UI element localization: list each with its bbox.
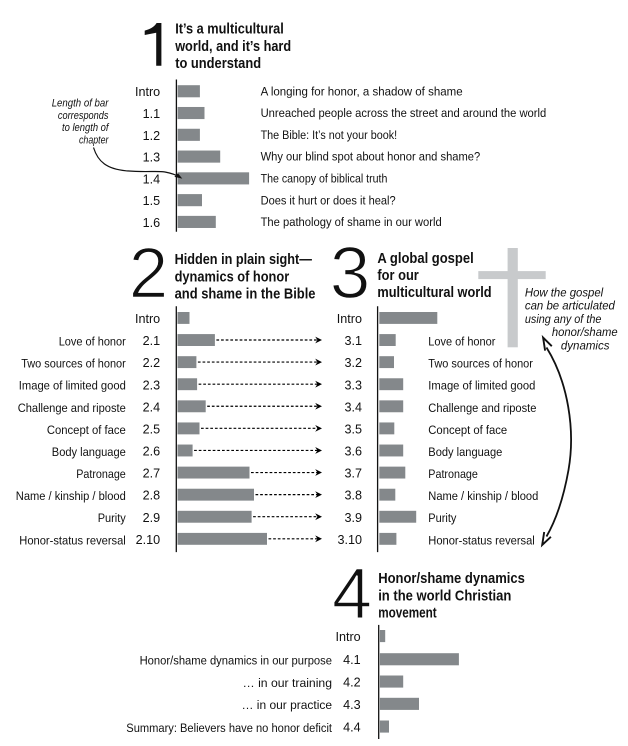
svg-text:3.9: 3.9 (344, 511, 362, 525)
svg-text:1.3: 1.3 (143, 151, 161, 165)
svg-text:1.6: 1.6 (143, 216, 161, 230)
svg-text:A longing for honor, a shadow: A longing for honor, a shadow of shame (261, 84, 463, 98)
svg-text:Purity: Purity (428, 511, 457, 525)
svg-text:Intro: Intro (135, 312, 160, 326)
svg-text:dynamics of honor: dynamics of honor (175, 268, 290, 285)
svg-text:Patronage: Patronage (76, 467, 126, 481)
svg-text:The canopy of biblical truth: The canopy of biblical truth (261, 172, 388, 186)
svg-text:in the world Christian: in the world Christian (378, 587, 511, 604)
svg-text:3.5: 3.5 (344, 422, 362, 436)
svg-text:Why our blind spot about honor: Why our blind spot about honor and shame… (261, 150, 481, 164)
svg-text:Concept of face: Concept of face (428, 423, 507, 437)
svg-text:2.6: 2.6 (143, 445, 161, 459)
svg-text:to length of: to length of (62, 122, 109, 134)
svg-text:corresponds: corresponds (58, 110, 109, 122)
svg-text:4.1: 4.1 (343, 653, 361, 667)
svg-text:using any of the: using any of the (525, 312, 602, 326)
svg-text:2: 2 (129, 234, 169, 313)
svg-text:… in our training: … in our training (243, 676, 333, 690)
svg-text:Body language: Body language (52, 445, 126, 459)
svg-text:4.4: 4.4 (343, 721, 361, 735)
svg-text:world, and it’s hard: world, and it’s hard (174, 38, 291, 55)
svg-text:Intro: Intro (135, 85, 160, 99)
svg-text:A global gospel: A global gospel (377, 250, 473, 267)
svg-text:Hidden in plain sight—: Hidden in plain sight— (175, 251, 312, 268)
svg-text:Intro: Intro (337, 312, 362, 326)
svg-text:3.6: 3.6 (344, 445, 362, 459)
svg-text:for our: for our (377, 267, 419, 284)
svg-text:Length of bar: Length of bar (52, 98, 109, 110)
svg-text:3.10: 3.10 (337, 533, 362, 547)
svg-text:3.3: 3.3 (344, 378, 362, 392)
svg-text:1.4: 1.4 (143, 172, 161, 186)
svg-text:… in our practice: … in our practice (242, 698, 333, 712)
svg-text:can be articulated: can be articulated (525, 299, 616, 313)
svg-text:Honor-status reversal: Honor-status reversal (19, 533, 126, 547)
svg-text:2.3: 2.3 (143, 378, 161, 392)
svg-text:multicultural world: multicultural world (377, 284, 491, 301)
svg-text:3.4: 3.4 (344, 400, 362, 414)
svg-text:4.2: 4.2 (343, 676, 361, 690)
svg-text:2.4: 2.4 (143, 400, 161, 414)
svg-text:2.10: 2.10 (136, 533, 161, 547)
svg-text:3.1: 3.1 (344, 334, 362, 348)
svg-text:1.1: 1.1 (143, 107, 161, 121)
svg-text:3.7: 3.7 (344, 467, 362, 481)
svg-text:dynamics: dynamics (561, 338, 610, 352)
svg-text:2.7: 2.7 (143, 467, 161, 481)
svg-text:It’s a multicultural: It’s a multicultural (175, 20, 284, 37)
svg-text:Love of honor: Love of honor (59, 334, 126, 348)
svg-text:Summary: Believers have no hon: Summary: Believers have no honor deficit (126, 721, 332, 735)
svg-text:Body language: Body language (428, 445, 502, 459)
svg-text:2.2: 2.2 (143, 356, 161, 370)
svg-text:3.2: 3.2 (344, 356, 362, 370)
svg-text:Concept of face: Concept of face (47, 423, 126, 437)
svg-text:1.2: 1.2 (143, 129, 161, 143)
svg-text:to understand: to understand (175, 55, 261, 72)
svg-text:Love of honor: Love of honor (428, 334, 495, 348)
svg-text:Honor/shame dynamics in our pu: Honor/shame dynamics in our purpose (140, 654, 333, 668)
svg-text:Challenge and riposte: Challenge and riposte (428, 401, 536, 415)
svg-text:Intro: Intro (335, 630, 360, 644)
svg-text:Unreached people across the st: Unreached people across the street and a… (261, 106, 547, 120)
svg-text:Two sources of honor: Two sources of honor (21, 357, 126, 371)
svg-text:and shame in the Bible: and shame in the Bible (175, 286, 316, 303)
svg-text:2.9: 2.9 (143, 511, 161, 525)
svg-text:movement: movement (378, 605, 437, 622)
svg-text:Does it hurt or does it heal?: Does it hurt or does it heal? (261, 193, 396, 207)
svg-text:1.5: 1.5 (143, 194, 161, 208)
svg-text:Purity: Purity (98, 511, 127, 525)
svg-text:The Bible: It’s not your book!: The Bible: It’s not your book! (261, 128, 398, 142)
svg-text:2.5: 2.5 (143, 422, 161, 436)
svg-text:2.8: 2.8 (143, 489, 161, 503)
svg-text:How the gospel: How the gospel (525, 286, 604, 300)
svg-text:4.3: 4.3 (343, 698, 361, 712)
svg-text:Honor-status reversal: Honor-status reversal (428, 533, 535, 547)
svg-text:Image of limited good: Image of limited good (19, 379, 126, 393)
svg-text:3.8: 3.8 (344, 489, 362, 503)
svg-text:Challenge and riposte: Challenge and riposte (18, 401, 126, 415)
svg-text:Name / kinship / blood: Name / kinship / blood (16, 489, 126, 503)
svg-text:4: 4 (332, 555, 372, 635)
svg-text:2.1: 2.1 (143, 334, 161, 348)
svg-text:Two sources of honor: Two sources of honor (428, 357, 533, 371)
svg-text:Patronage: Patronage (428, 467, 478, 481)
svg-text:Image of limited good: Image of limited good (428, 379, 535, 393)
svg-text:3: 3 (330, 233, 371, 314)
svg-text:Name / kinship / blood: Name / kinship / blood (428, 489, 538, 503)
svg-text:chapter: chapter (79, 134, 109, 146)
svg-text:Honor/shame dynamics: Honor/shame dynamics (378, 570, 525, 587)
svg-text:The pathology of shame in our: The pathology of shame in our world (261, 215, 442, 229)
svg-text:honor/shame: honor/shame (552, 325, 618, 339)
